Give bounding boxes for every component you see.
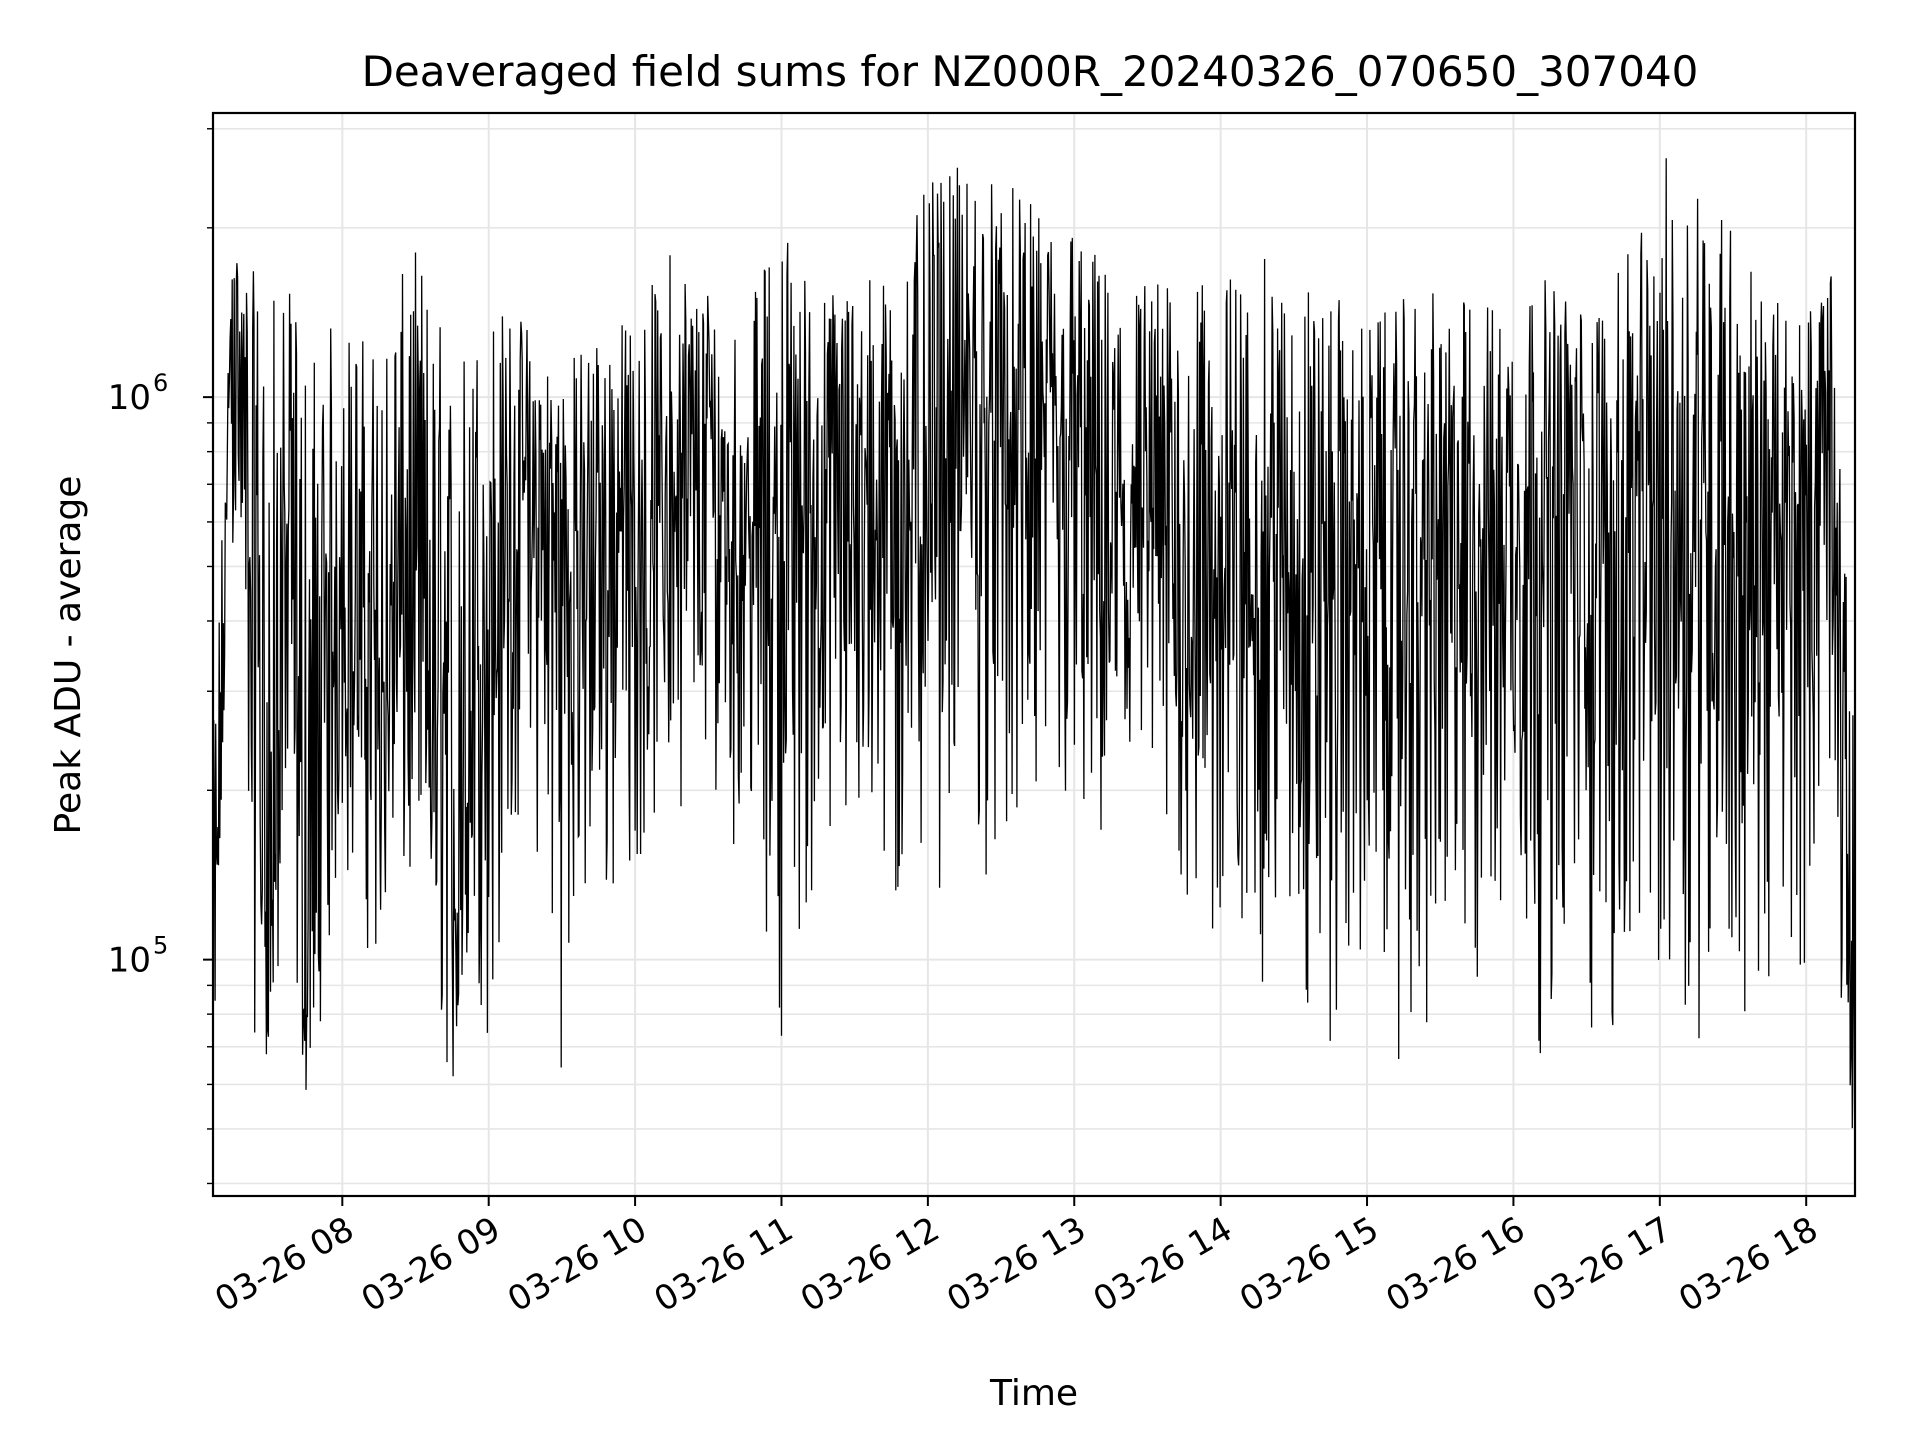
chart-title: Deaveraged field sums for NZ000R_2024032…	[362, 47, 1699, 96]
x-tick-label: 03-26 11	[648, 1209, 800, 1320]
x-tick-label: 03-26 16	[1380, 1209, 1532, 1320]
x-tick-label: 03-26 13	[940, 1209, 1092, 1320]
x-tick-label: 03-26 18	[1672, 1209, 1824, 1320]
x-tick-label: 03-26 17	[1526, 1209, 1678, 1320]
y-axis-label: Peak ADU - average	[48, 476, 89, 835]
plot-frame	[211, 111, 1857, 1198]
data-layer	[212, 158, 1856, 1155]
x-tick-label: 03-26 15	[1233, 1209, 1385, 1320]
y-tick-label-exponent: 5	[153, 932, 168, 960]
x-tick-label: 03-26 14	[1087, 1209, 1239, 1320]
x-tick-label: 03-26 08	[208, 1209, 360, 1320]
x-axis-label: Time	[989, 1373, 1078, 1414]
series-line	[212, 158, 1856, 1155]
x-tick-label: 03-26 09	[355, 1209, 507, 1320]
y-tick-label: 10	[108, 378, 151, 418]
x-tick-label: 03-26 10	[501, 1209, 653, 1320]
x-tick-label: 03-26 12	[794, 1209, 946, 1320]
y-tick-label: 10	[108, 941, 151, 981]
y-tick-label-exponent: 6	[153, 369, 168, 397]
